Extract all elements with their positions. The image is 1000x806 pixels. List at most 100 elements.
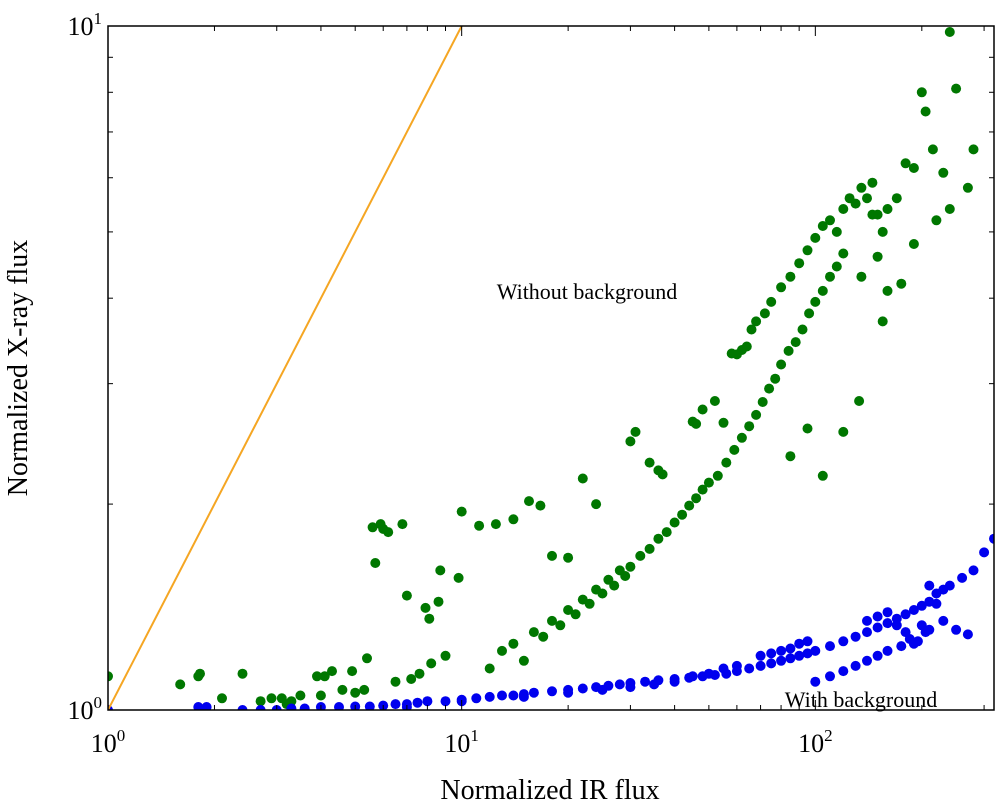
x-axis-label: Normalized IR flux [440,775,659,806]
series-1-point-81 [912,636,923,647]
series-0-point-71 [817,221,828,231]
series-0-point-141 [744,421,755,432]
series-0-point-73 [831,226,842,237]
series-0-point-126 [625,561,636,572]
series-0-point-121 [597,588,608,599]
series-0-point-6 [255,696,266,707]
series-0-point-66 [776,282,787,293]
series-0-point-22 [362,653,372,664]
series-1-point-24 [528,687,539,698]
series-0-point-63 [751,316,762,327]
series-0-point-18 [312,671,322,682]
series-0-point-46 [577,473,588,484]
series-1-point-77 [872,650,883,661]
series-1-point-93 [687,671,698,682]
series-1-point-11 [364,701,375,710]
series-0-point-93 [968,144,979,155]
series-0-point-103 [872,251,883,262]
series-0-point-42 [524,496,534,507]
series-0-point-97 [817,470,828,481]
series-0-point-87 [920,106,931,117]
series-0-point-5 [217,693,227,704]
series-0-point-16 [375,519,386,530]
series-0-point-37 [420,602,431,613]
series-0-point-137 [712,470,723,481]
series-0-point-82 [882,204,893,214]
series-0-point-142 [751,409,762,420]
series-0-point-13 [367,522,378,533]
series-0-point-110 [508,638,519,649]
with-background-label: With background [785,687,937,712]
series-0-point-44 [547,550,557,561]
series-0-point-84 [900,158,911,169]
series-1-point-65 [989,533,994,544]
series-1-point-97 [597,684,608,695]
series-0-point-28 [406,674,417,684]
series-0-point-26 [359,684,370,695]
series-1-point-57 [916,600,927,611]
series-0-point-143 [757,397,768,407]
series-1-point-86 [891,620,902,631]
series-1-point-46 [802,648,813,659]
series-1-point-95 [649,679,660,690]
series-0-point-148 [790,337,801,348]
series-1-point-51 [862,627,872,638]
series-0-point-104 [896,278,907,289]
series-1-point-6 [286,703,297,710]
series-0-point-136 [703,477,714,488]
series-0-point-151 [810,296,821,307]
series-0-point-74 [838,204,849,214]
series-0-point-50 [644,457,655,468]
series-0-point-39 [474,520,485,531]
series-0-point-56 [709,396,720,406]
series-0-point-94 [877,316,888,327]
series-1-point-7 [299,703,310,710]
series-1-point-48 [825,641,835,652]
series-1-point-85 [882,607,893,618]
series-1-point-3 [237,705,248,710]
series-0-point-144 [764,383,775,394]
y-tick-label-0: 100 [68,693,103,725]
series-0-point-33 [453,572,464,583]
series-1-point-107 [802,636,813,647]
series-0-point-64 [759,308,770,319]
series-0-point-47 [591,499,602,510]
series-1-point-98 [563,687,574,698]
series-1-point-78 [882,645,893,656]
series-0-point-132 [677,509,688,520]
series-1-point-102 [755,650,766,661]
series-1-point-73 [825,671,835,682]
series-1-point-20 [484,691,495,702]
series-1-point-40 [744,663,755,674]
series-1-point-2 [201,702,212,710]
series-0-point-127 [635,550,646,561]
y-axis-label: Normalized X-ray flux [3,240,34,497]
series-0-point-70 [810,232,821,243]
series-0-point-30 [426,658,437,669]
series-1-point-104 [776,645,787,656]
series-1-point-9 [334,702,344,710]
series-1-point-63 [968,565,979,576]
series-1-point-99 [518,691,529,702]
series-1-point-42 [766,658,777,669]
series-0-point-90 [944,27,955,37]
x-tick-label-0: 100 [91,726,126,758]
series-0-point-92 [962,182,973,193]
reference-line [108,26,463,710]
series-0-point-112 [528,627,539,638]
series-0-point-102 [856,271,867,282]
series-1-point-106 [794,638,805,649]
series-0-point-100 [867,209,878,220]
series-0-point-41 [508,514,519,525]
series-0-point-138 [721,457,732,468]
series-1-point-21 [497,690,507,701]
series-0-point-119 [584,598,595,609]
series-0-point-133 [684,500,695,511]
series-0-point-130 [661,527,672,538]
series-0-point-101 [882,285,893,296]
series-0-point-111 [518,655,529,666]
series-0-point-108 [484,663,495,674]
series-0-point-88 [927,144,938,155]
series-1-point-15 [412,697,423,708]
series-0-point-72 [825,215,835,226]
